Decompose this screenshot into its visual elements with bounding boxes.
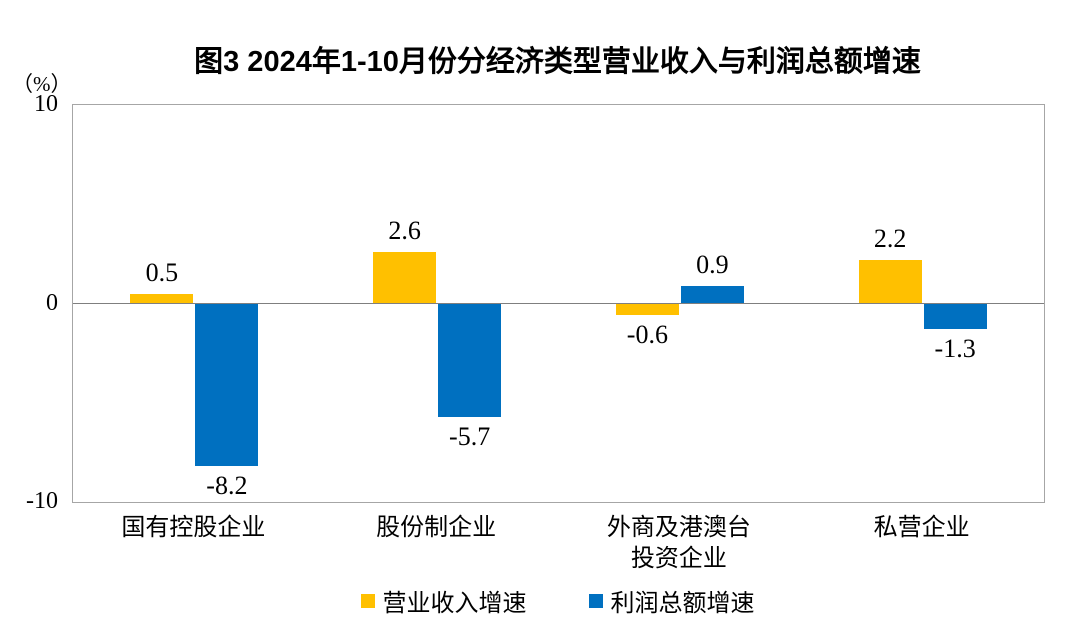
- category-label: 股份制企业: [376, 515, 497, 541]
- zero-axis-line: [73, 303, 1044, 304]
- value-label: 0.5: [145, 257, 179, 287]
- category-label: 外商及港澳台 投资企业: [606, 515, 751, 572]
- chart-title: 图3 2024年1-10月份分经济类型营业收入与利润总额增速: [194, 46, 921, 78]
- bar-revenue: [615, 303, 679, 316]
- value-label: -5.7: [449, 421, 491, 451]
- bar-profit: [195, 303, 259, 467]
- legend-swatch-icon: [360, 593, 375, 608]
- value-label: 2.2: [873, 223, 907, 253]
- legend-label: 利润总额增速: [610, 591, 755, 617]
- legend-swatch-icon: [588, 593, 603, 608]
- category-label: 私营企业: [873, 515, 970, 541]
- value-label: 0.9: [696, 249, 729, 279]
- value-label: -8.2: [206, 471, 248, 501]
- y-axis-unit-label: （%）: [12, 72, 72, 96]
- bar-revenue: [373, 251, 437, 304]
- value-label: 2.6: [388, 215, 421, 245]
- bar-revenue: [858, 259, 922, 304]
- bar-profit: [680, 285, 744, 304]
- legend-item: 营业收入增速: [360, 583, 527, 618]
- value-label: -1.3: [934, 334, 976, 364]
- bar-profit: [438, 303, 502, 417]
- legend-item: 利润总额增速: [588, 583, 755, 618]
- value-label: -0.6: [626, 320, 668, 350]
- legend: 营业收入增速 利润总额增速: [72, 583, 1043, 618]
- y-tick-label: 10: [34, 91, 58, 117]
- category-label: 国有控股企业: [121, 515, 266, 541]
- y-tick-label: -10: [26, 488, 58, 514]
- y-tick-label: 0: [46, 289, 58, 316]
- plot-area: 0.5 -8.2 2.6 -5.7 -0.6 0.9 2.2 -1.3: [72, 104, 1045, 503]
- bar-profit: [923, 303, 987, 330]
- bar-revenue: [130, 293, 194, 304]
- legend-label: 营业收入增速: [382, 591, 527, 617]
